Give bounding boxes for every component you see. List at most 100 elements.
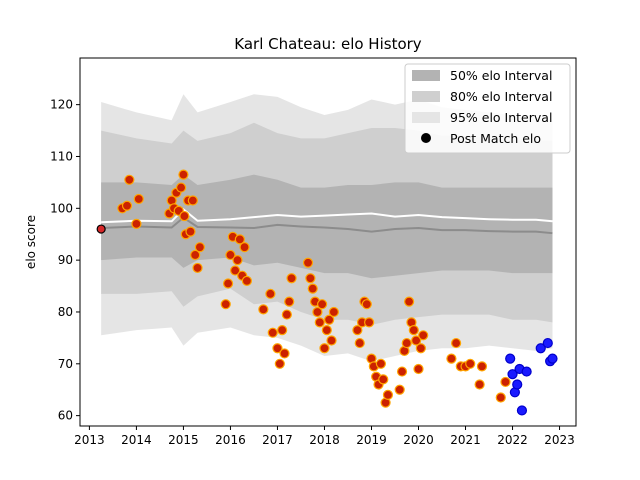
post-match-point <box>500 376 511 388</box>
chart-title: Karl Chateau: elo History <box>234 35 421 53</box>
post-match-point <box>175 182 187 193</box>
post-match-point <box>364 317 375 328</box>
post-match-point <box>382 389 394 401</box>
post-match-point <box>192 262 203 274</box>
post-match-point <box>121 200 133 211</box>
post-match-point <box>178 169 189 180</box>
legend-swatch-95 <box>412 112 440 123</box>
plot-area <box>96 94 558 416</box>
post-match-point <box>279 348 290 359</box>
x-tick-label: 2016 <box>215 433 246 447</box>
post-match-point <box>378 374 389 385</box>
post-match-point-recent <box>516 405 528 416</box>
post-match-point <box>225 249 236 261</box>
post-match-point <box>451 337 462 349</box>
y-axis-label: elo score <box>24 215 38 269</box>
post-match-point <box>396 366 408 377</box>
x-tick-label: 2015 <box>168 433 199 447</box>
post-match-point <box>220 299 231 310</box>
post-match-point-recent <box>547 353 558 364</box>
post-match-point <box>465 358 476 369</box>
legend-swatch-80 <box>412 91 440 102</box>
post-match-point <box>474 379 485 390</box>
post-match-point <box>131 218 142 229</box>
post-match-point <box>361 299 372 310</box>
post-match-point-recent <box>521 366 532 377</box>
post-match-point <box>411 335 422 346</box>
post-match-point-recent <box>505 353 516 364</box>
x-tick-label: 2014 <box>121 433 152 447</box>
post-match-point <box>312 306 323 318</box>
x-tick-label: 2017 <box>262 433 293 447</box>
post-match-point <box>185 226 196 237</box>
post-match-point <box>133 193 144 205</box>
y-tick-label: 60 <box>58 409 73 423</box>
post-match-point <box>281 309 292 320</box>
post-match-point <box>277 325 288 336</box>
y-tick-label: 100 <box>50 201 73 215</box>
post-match-point <box>267 327 278 338</box>
post-match-point <box>239 242 250 253</box>
post-match-point <box>495 392 506 403</box>
x-tick-label: 2019 <box>356 433 387 447</box>
x-tick-label: 2022 <box>497 433 528 447</box>
post-match-point <box>354 337 365 349</box>
legend: 50% elo Interval 80% elo Interval 95% el… <box>404 63 571 154</box>
post-match-point-recent <box>542 337 553 349</box>
post-match-point <box>232 255 243 266</box>
x-axis: 2013 2014 2015 2016 2017 2018 2019 2020 2021 2022… <box>74 426 575 447</box>
post-match-point-recent <box>535 343 546 354</box>
post-match-point <box>394 384 405 395</box>
post-match-point <box>326 335 337 346</box>
post-match-point <box>222 278 234 289</box>
post-match-point <box>319 343 330 354</box>
post-match-point <box>375 358 386 369</box>
y-axis: 60 70 80 90 100 110 120 <box>50 98 80 423</box>
post-match-point <box>476 361 488 372</box>
post-match-point <box>317 299 328 310</box>
legend-label-95: 95% elo Interval <box>450 110 552 125</box>
post-match-point <box>258 304 269 315</box>
post-match-point <box>446 353 457 364</box>
band-50-interval <box>101 174 553 279</box>
y-tick-label: 120 <box>50 98 73 112</box>
post-match-point <box>234 234 245 245</box>
post-match-point <box>230 265 241 276</box>
legend-box <box>404 63 571 154</box>
legend-label-80: 80% elo Interval <box>450 89 552 104</box>
post-match-point <box>265 288 276 299</box>
post-match-point <box>124 174 135 185</box>
post-match-point-recent <box>512 379 523 390</box>
x-tick-label: 2021 <box>450 433 481 447</box>
post-match-point <box>415 343 426 354</box>
legend-marker-post-match <box>421 133 431 143</box>
post-match-point <box>187 195 198 206</box>
legend-swatch-50 <box>412 70 440 81</box>
post-match-point <box>328 306 339 318</box>
y-tick-label: 80 <box>58 305 73 319</box>
post-match-point <box>305 273 316 284</box>
post-match-point <box>307 283 318 294</box>
x-tick-label: 2018 <box>309 433 340 447</box>
post-match-point <box>274 358 285 369</box>
post-match-point <box>302 257 314 268</box>
x-tick-label: 2013 <box>74 433 105 447</box>
plot-frame <box>79 57 577 427</box>
y-tick-label: 110 <box>50 149 73 163</box>
post-match-point-recent <box>507 369 518 380</box>
post-match-point <box>418 330 429 341</box>
post-match-point <box>272 343 283 354</box>
post-match-point <box>403 296 415 307</box>
post-match-point-first <box>96 224 106 234</box>
post-match-point <box>408 325 419 336</box>
legend-label-50: 50% elo Interval <box>450 68 552 83</box>
post-match-point <box>286 273 297 284</box>
y-tick-label: 70 <box>58 357 73 371</box>
post-match-point <box>194 242 205 253</box>
post-match-point <box>190 249 201 261</box>
post-match-point <box>284 296 295 307</box>
post-match-point <box>413 363 424 375</box>
post-match-point <box>241 275 253 286</box>
post-match-point <box>314 317 325 328</box>
